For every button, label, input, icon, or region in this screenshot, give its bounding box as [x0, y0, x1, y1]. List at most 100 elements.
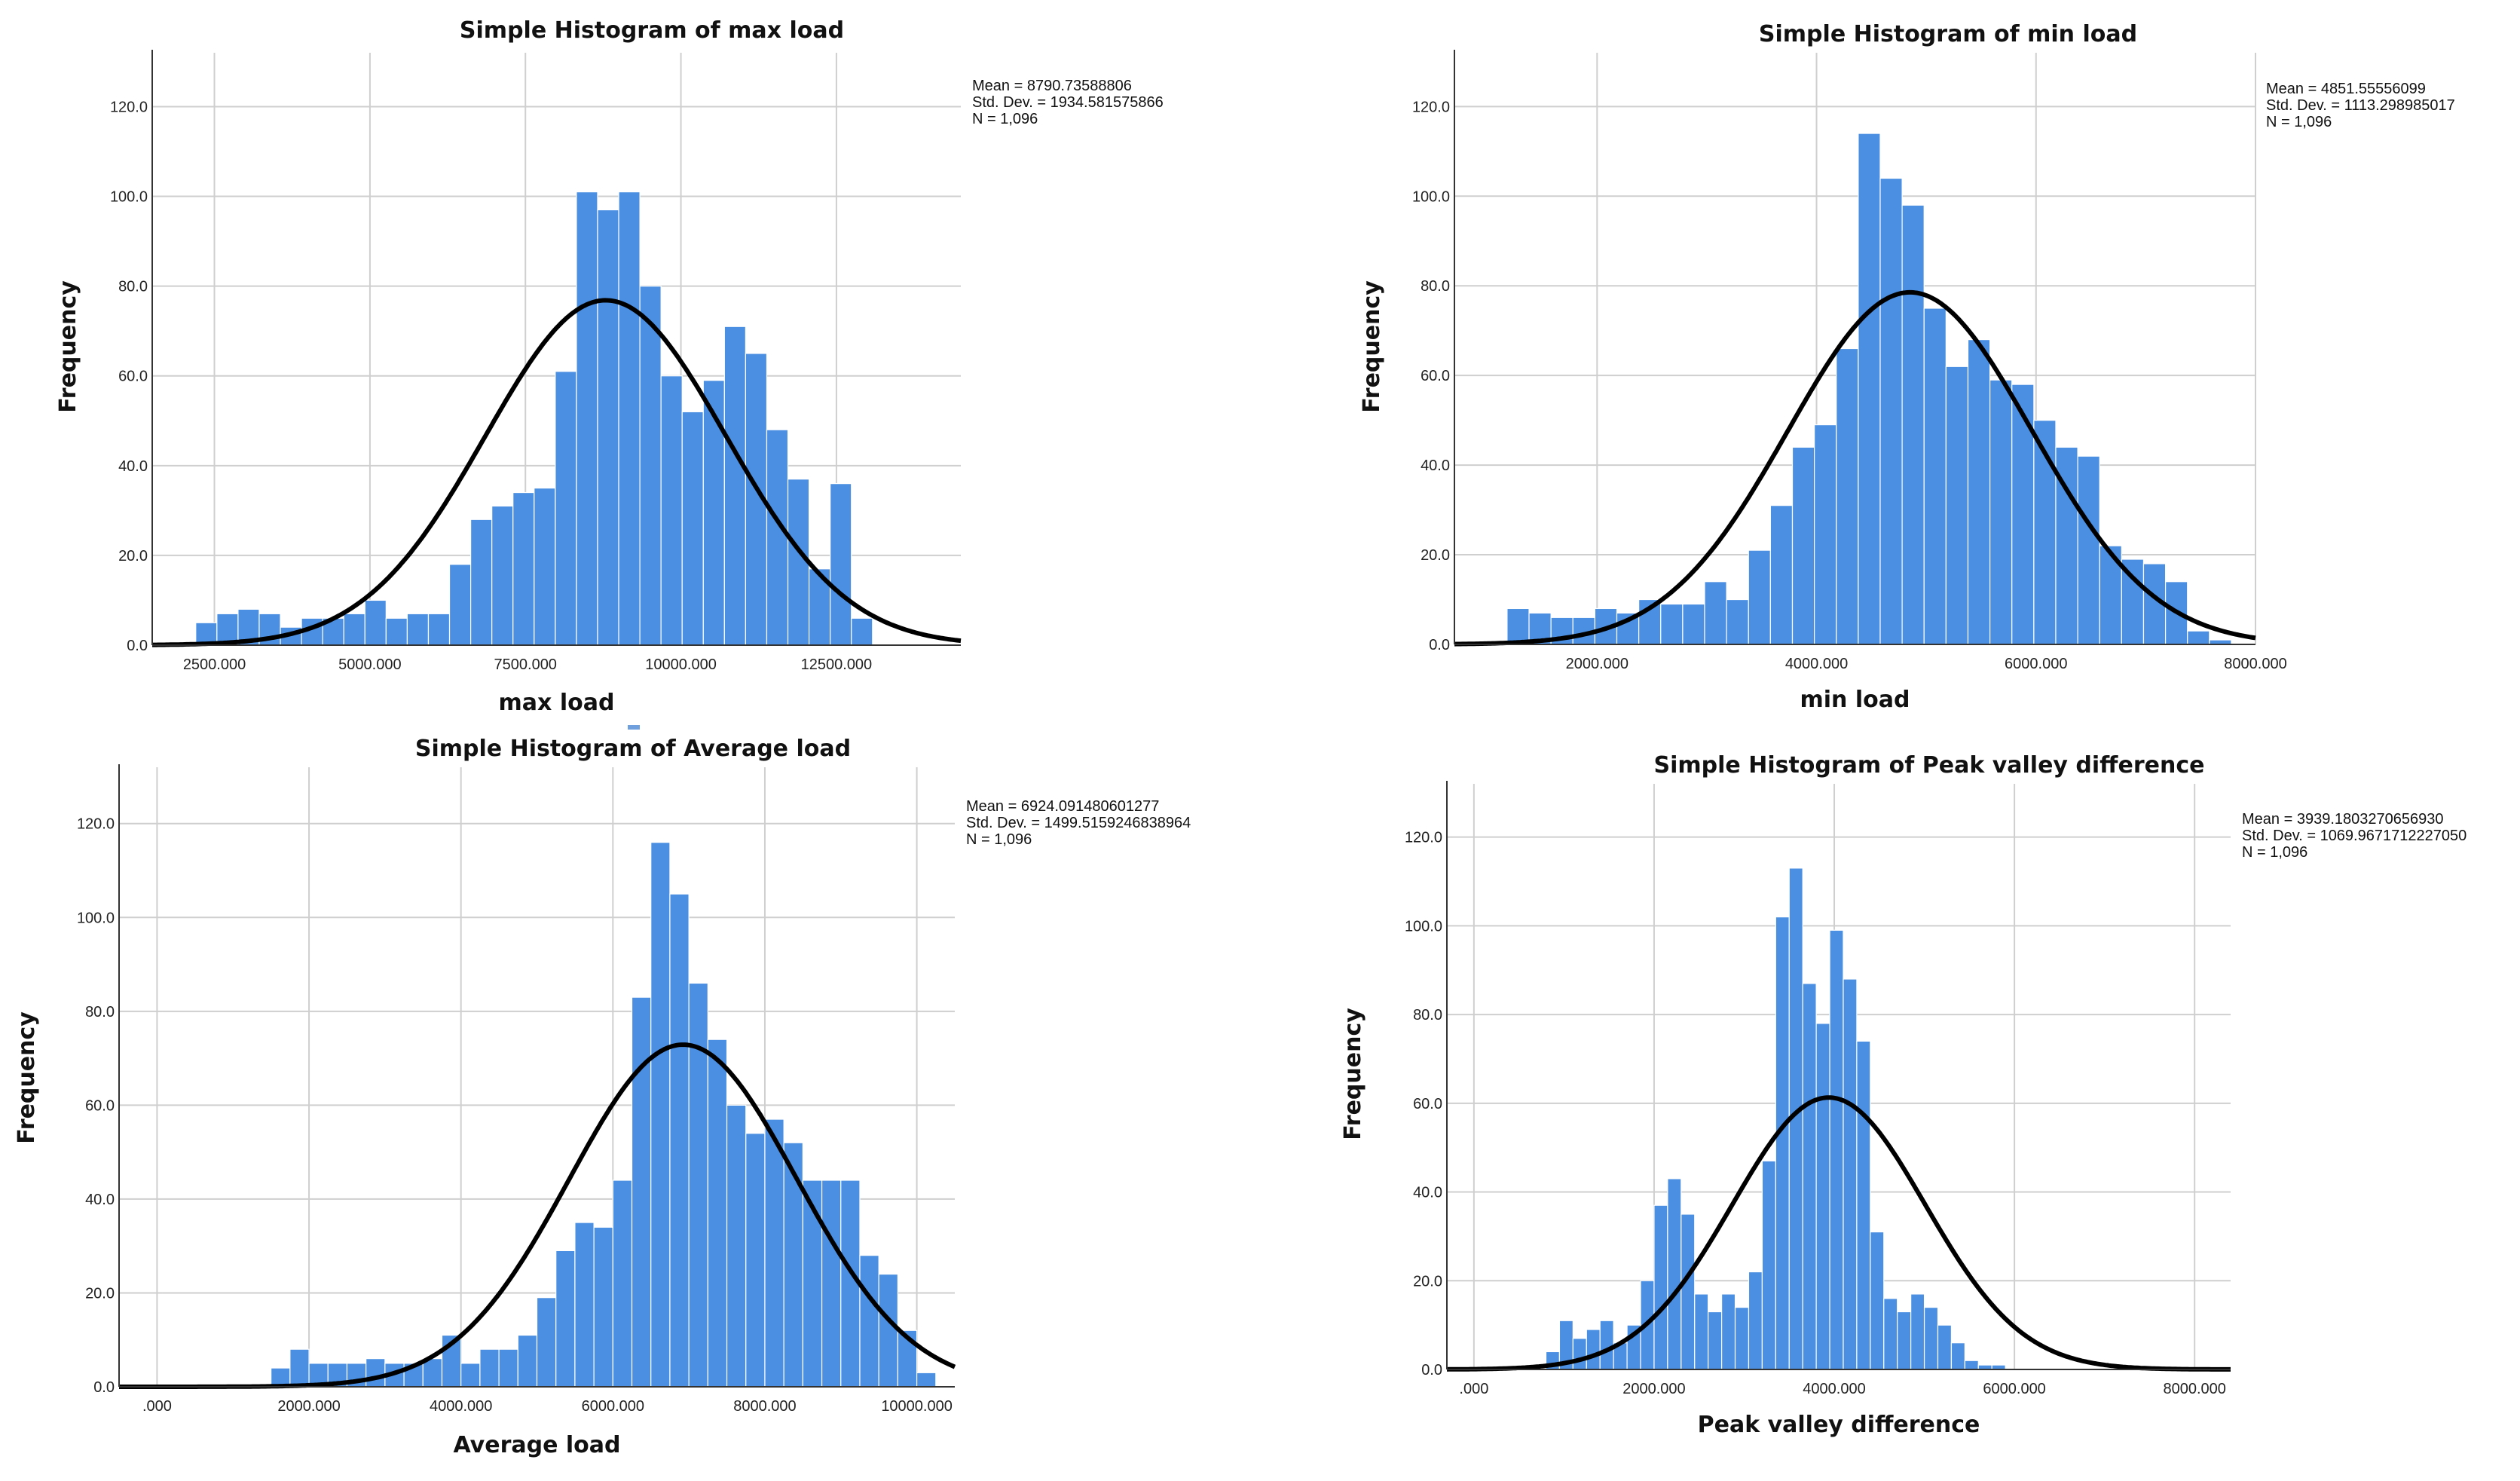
- x-tick-label: 10000.000: [881, 1398, 953, 1415]
- histogram-bar: [1856, 1040, 1871, 1370]
- stats-n: N = 1,096: [972, 111, 1038, 127]
- histogram-bar: [1897, 1311, 1912, 1370]
- histogram-panel-1: 2500.000 5000.000 7500.000 10000.000 12500.0…: [55, 17, 1164, 716]
- stats-mean: Mean = 6924.091480601277: [966, 798, 1159, 815]
- chart-title: Simple Histogram of max load: [460, 17, 844, 44]
- legend-marker: [628, 725, 640, 730]
- histogram-bar: [1815, 1023, 1830, 1370]
- x-tick-label: 2000.000: [1566, 656, 1629, 672]
- y-tick-label: 0.0: [1429, 637, 1450, 653]
- x-tick-label: 8000.000: [733, 1398, 796, 1415]
- histogram-bar: [1901, 204, 1925, 645]
- stats-mean: Mean = 3939.1803270656930: [2242, 811, 2443, 828]
- y-axis-label: Frequency: [55, 280, 81, 413]
- histogram-bar: [851, 617, 873, 646]
- histogram-bar: [660, 375, 683, 646]
- x-tick-label: 7500.000: [494, 656, 557, 673]
- histogram-bar: [1660, 603, 1684, 645]
- histogram-bar: [1937, 1324, 1953, 1370]
- histogram-bar: [422, 1358, 443, 1388]
- histogram-bar: [1829, 929, 1844, 1370]
- histogram-bar: [1726, 598, 1749, 645]
- histogram-bar: [1967, 339, 1991, 645]
- stats-mean: Mean = 4851.55556099: [2266, 81, 2426, 97]
- histogram-bar: [1704, 581, 1727, 645]
- histogram-bar: [1879, 177, 1903, 645]
- x-tick-label: 2000.000: [277, 1398, 340, 1415]
- histogram-bar: [1708, 1311, 1723, 1370]
- histogram-bar: [1910, 1293, 1925, 1370]
- y-tick-label: 40.0: [85, 1192, 115, 1208]
- y-tick-label: 120.0: [110, 99, 148, 115]
- histogram-bar: [859, 1255, 879, 1388]
- y-tick-label: 60.0: [1413, 1096, 1442, 1112]
- histogram-bar: [1682, 603, 1705, 645]
- x-axis-label: Peak valley difference: [1698, 1412, 1980, 1438]
- histogram-bar: [576, 191, 598, 646]
- y-tick-label: 20.0: [1413, 1273, 1442, 1290]
- histogram-bar: [1870, 1231, 1885, 1370]
- histogram-bar: [1667, 1178, 1682, 1370]
- y-tick-label: 80.0: [1413, 1007, 1442, 1024]
- histogram-bar: [745, 1133, 766, 1388]
- x-tick-label: 6000.000: [1983, 1381, 2045, 1397]
- histogram-bar: [365, 1358, 386, 1388]
- histogram-bar: [427, 613, 451, 646]
- y-tick-label: 120.0: [1412, 99, 1450, 115]
- histogram-bar: [1883, 1298, 1898, 1370]
- histogram-bar: [343, 613, 365, 646]
- histogram-bar: [1586, 1329, 1601, 1370]
- x-tick-label: 8000.000: [2224, 656, 2286, 672]
- x-tick-label: 4000.000: [1803, 1381, 1865, 1397]
- histogram-bar: [517, 1334, 538, 1388]
- histogram-bar: [1923, 308, 1947, 645]
- x-tick-label: 2500.000: [183, 656, 246, 673]
- histogram-bar: [2121, 558, 2145, 645]
- y-tick-label: 100.0: [110, 189, 148, 206]
- histogram-bar: [878, 1273, 898, 1388]
- histogram-bar: [1653, 1204, 1668, 1370]
- histogram-bar: [1769, 505, 1794, 645]
- stats-std-dev: Std. Dev. = 1069.9671712227050: [2242, 828, 2466, 844]
- histogram-panel-4: .000 2000.000 4000.000 6000.000 8000.000 0.0 2…: [1340, 752, 2466, 1438]
- y-tick-label: 120.0: [1405, 830, 1442, 846]
- histogram-bar: [1506, 607, 1530, 645]
- histogram-bar: [1748, 549, 1771, 645]
- histogram-bar: [469, 519, 493, 646]
- histogram-bar: [1599, 1320, 1614, 1370]
- y-tick-label: 20.0: [85, 1285, 115, 1302]
- histogram-bar: [1989, 379, 2013, 645]
- histogram-bar: [574, 1222, 595, 1388]
- histogram-bar: [479, 1348, 500, 1388]
- histogram-bar: [406, 613, 430, 646]
- x-tick-label: 12500.000: [801, 656, 873, 673]
- normal-curve: [1454, 289, 2256, 647]
- histogram-bar: [1950, 1342, 1965, 1370]
- histogram-bar: [2033, 420, 2057, 645]
- y-tick-label: 100.0: [1405, 918, 1442, 935]
- x-tick-label: 6000.000: [582, 1398, 644, 1415]
- stats-std-dev: Std. Dev. = 1499.5159246838964: [966, 815, 1191, 831]
- histogram-bar: [783, 1142, 803, 1388]
- histogram-bar: [1964, 1360, 1979, 1370]
- histogram-bar: [1791, 446, 1815, 645]
- y-axis-label: Frequency: [1359, 280, 1385, 413]
- histogram-bar: [1748, 1271, 1763, 1370]
- histogram-bar: [1858, 133, 1881, 645]
- histogram-bar: [491, 505, 514, 646]
- histogram-bar: [534, 487, 556, 646]
- histogram-bar: [669, 893, 690, 1388]
- x-tick-label: 4000.000: [1785, 656, 1848, 672]
- histogram-bar: [1945, 366, 1969, 645]
- histogram-bar: [1572, 1338, 1587, 1370]
- y-tick-label: 120.0: [77, 816, 115, 833]
- histogram-bar: [707, 1039, 728, 1388]
- histogram-bar: [364, 599, 387, 646]
- histogram-bar: [512, 491, 535, 646]
- histogram-bar: [555, 1250, 576, 1388]
- y-tick-label: 20.0: [1421, 547, 1450, 564]
- histogram-bar: [1694, 1293, 1709, 1370]
- histogram-bar: [2077, 455, 2100, 645]
- x-tick-label: 8000.000: [2163, 1381, 2225, 1397]
- histogram-bar: [1843, 978, 1858, 1370]
